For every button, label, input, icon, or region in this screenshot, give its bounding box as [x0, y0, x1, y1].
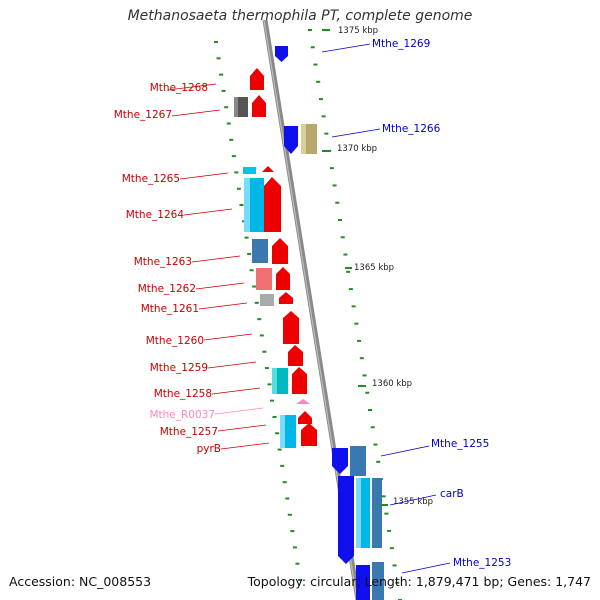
track-guide-dots	[214, 29, 402, 600]
gene-label-mthe-1262[interactable]: Mthe_1262	[138, 283, 196, 295]
gene-label-mthe-1255[interactable]: Mthe_1255	[431, 438, 489, 450]
scale-tick-label: 1365 kbp	[354, 263, 394, 273]
scale-tick-label: 1370 kbp	[337, 144, 377, 154]
leader-line	[198, 302, 248, 310]
leader-line	[183, 208, 233, 216]
feature-mthe-1263[interactable]	[252, 239, 268, 263]
leader-line	[217, 424, 267, 432]
feature-mthe-1260[interactable]	[283, 311, 299, 344]
feature-mthe-1264-neighbor[interactable]	[264, 177, 281, 232]
gene-label-mthe-1257[interactable]: Mthe_1257	[160, 426, 218, 438]
scale-tick-label: 1355 kbp	[393, 497, 433, 507]
leader-line	[203, 333, 253, 341]
gene-label-mthe-1264[interactable]: Mthe_1264	[126, 209, 185, 221]
leader-line	[167, 83, 217, 91]
feature-mthe-1265-neighbor[interactable]	[262, 166, 274, 172]
feature-mthe-1261[interactable]	[260, 294, 274, 306]
topology-text: Topology: circular; Length: 1,879,471 bp…	[247, 574, 591, 589]
gene-label-mthe-1253[interactable]: Mthe_1253	[453, 557, 511, 569]
feature-mthe-1266[interactable]	[284, 126, 298, 154]
feature-mthe-1253[interactable]	[356, 565, 370, 600]
feature-mthe-1258-neighbor[interactable]	[292, 367, 307, 394]
leader-line	[191, 255, 241, 263]
gene-label-mthe-1268[interactable]: Mthe_1268	[150, 82, 208, 94]
gene-label-mthe-1260[interactable]: Mthe_1260	[146, 335, 204, 347]
accession-text: Accession: NC_008553	[9, 574, 152, 589]
feature-pyrb-neighbor[interactable]	[301, 423, 317, 446]
leader-line	[401, 562, 451, 574]
gene-label-mthe-1269[interactable]: Mthe_1269	[372, 38, 430, 50]
leader-line	[214, 407, 264, 415]
leader-line	[195, 282, 245, 290]
leader-line	[171, 109, 221, 117]
feature-mthe-1269[interactable]	[275, 46, 288, 62]
feature-mthe-1261-neighbor[interactable]	[279, 292, 293, 304]
gene-label-mthe-1265[interactable]: Mthe_1265	[122, 173, 180, 185]
feature-carb-neighbor-2[interactable]	[372, 478, 382, 548]
feature-mthe-1263-neighbor[interactable]	[272, 238, 288, 264]
feature-mthe-r0037[interactable]	[296, 399, 310, 404]
feature-mthe-1262-neighbor[interactable]	[276, 267, 290, 290]
feature-mthe-1257[interactable]	[298, 411, 312, 424]
scale-ticks: 1375 kbp 1370 kbp 1365 kbp 1360 kbp 1355…	[322, 26, 433, 507]
leader-line	[321, 43, 371, 53]
leader-line	[179, 172, 229, 180]
leader-line	[380, 445, 430, 457]
feature-carb[interactable]	[338, 476, 354, 564]
gene-label-mthe-1258[interactable]: Mthe_1258	[154, 388, 212, 400]
feature-mthe-1262[interactable]	[256, 268, 272, 290]
gene-label-mthe-1259[interactable]: Mthe_1259	[150, 362, 208, 374]
gene-label-mthe-1261[interactable]: Mthe_1261	[141, 303, 199, 315]
leader-line	[211, 387, 261, 395]
forward-features	[275, 46, 384, 600]
leader-line	[220, 442, 270, 450]
feature-mthe-1253-neighbor[interactable]	[372, 562, 384, 600]
feature-mthe-1268[interactable]	[250, 68, 264, 90]
feature-mthe-1255[interactable]	[332, 448, 348, 474]
scale-tick-label: 1360 kbp	[372, 379, 412, 389]
gene-label-mthe-1263[interactable]: Mthe_1263	[134, 256, 192, 268]
gene-labels: Mthe_1269 Mthe_1266 Mthe_1255 carB Mthe_…	[114, 38, 511, 574]
map-title: Methanosaeta thermophila PT, complete ge…	[127, 8, 473, 24]
leader-line	[389, 494, 437, 506]
feature-mthe-1265[interactable]	[243, 167, 256, 174]
gene-label-carb[interactable]: carB	[440, 488, 464, 500]
gene-label-mthe-r0037[interactable]: Mthe_R0037	[149, 409, 215, 421]
leader-line	[207, 361, 257, 369]
feature-mthe-1259[interactable]	[288, 345, 303, 366]
feature-mthe-1255-neighbor[interactable]	[350, 446, 366, 476]
gene-label-mthe-1267[interactable]: Mthe_1267	[114, 109, 172, 121]
gene-label-mthe-1266[interactable]: Mthe_1266	[382, 123, 441, 135]
scale-tick-label: 1375 kbp	[338, 26, 378, 36]
leader-line	[331, 128, 381, 138]
feature-mthe-1267-neighbor[interactable]	[252, 95, 266, 117]
reverse-features	[234, 68, 317, 448]
gene-label-pyrb[interactable]: pyrB	[197, 443, 221, 455]
